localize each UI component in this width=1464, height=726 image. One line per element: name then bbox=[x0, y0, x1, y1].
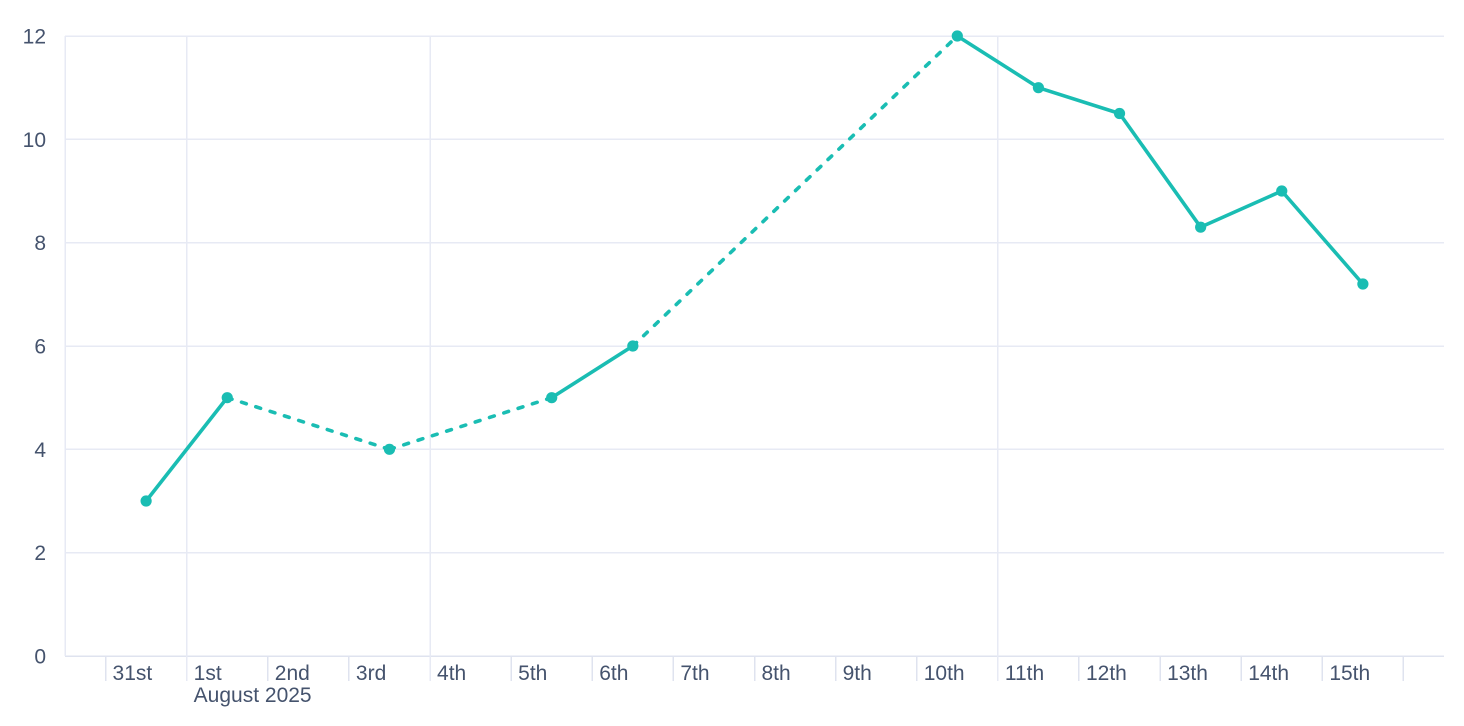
series-line bbox=[144, 34, 1365, 503]
x-axis-label: 14th bbox=[1248, 662, 1289, 685]
line-segment-solid bbox=[1279, 189, 1365, 286]
data-point[interactable] bbox=[1113, 107, 1126, 120]
gridlines bbox=[64, 35, 1444, 681]
y-axis-label: 8 bbox=[34, 232, 46, 255]
data-point[interactable] bbox=[140, 495, 152, 507]
x-axis-label: 2nd bbox=[275, 662, 310, 685]
x-axis-label: 5th bbox=[518, 662, 547, 685]
data-point[interactable] bbox=[951, 30, 963, 42]
x-axis-label: 15th bbox=[1329, 662, 1370, 685]
data-point[interactable] bbox=[1195, 221, 1207, 233]
data-point[interactable] bbox=[383, 443, 396, 455]
line-segment-solid bbox=[1036, 85, 1122, 116]
line-segment-solid bbox=[1117, 111, 1203, 229]
y-axis-label: 4 bbox=[34, 439, 46, 462]
x-axis-label: 7th bbox=[680, 662, 709, 685]
line-segment-solid bbox=[144, 395, 230, 503]
x-axis-label: 6th bbox=[599, 662, 628, 685]
data-point[interactable] bbox=[546, 392, 558, 404]
x-axis-label: 8th bbox=[762, 662, 791, 685]
x-axis-label: 4th bbox=[437, 662, 466, 685]
x-axis-label: 12th bbox=[1086, 662, 1127, 685]
data-point[interactable] bbox=[1357, 278, 1369, 290]
line-segment-solid bbox=[549, 344, 635, 400]
line-segment-dashed bbox=[387, 395, 554, 452]
y-axis-label: 2 bbox=[34, 542, 46, 565]
data-point[interactable] bbox=[1276, 185, 1288, 197]
x-axis-label: 9th bbox=[843, 662, 872, 685]
x-axis-label: 31st bbox=[113, 662, 153, 685]
x-axis-label: 13th bbox=[1167, 662, 1208, 685]
line-segment-solid bbox=[955, 34, 1041, 90]
y-axis-label: 0 bbox=[34, 646, 46, 669]
line-segment-dashed bbox=[631, 34, 960, 348]
x-axis-labels: 31st 1st 2nd 3rd 4th 5th 6th 7th 8th 9th 10th 11th 1… bbox=[113, 662, 1371, 707]
series-points bbox=[140, 30, 1369, 507]
y-axis-label: 10 bbox=[23, 129, 46, 152]
x-axis-label: 10th bbox=[924, 662, 965, 685]
data-point[interactable] bbox=[221, 392, 233, 404]
y-axis-labels: 0 2 4 6 8 10 12 bbox=[23, 26, 47, 669]
x-axis-label: 3rd bbox=[356, 662, 386, 685]
data-point[interactable] bbox=[627, 340, 639, 352]
month-label: August 2025 bbox=[194, 684, 312, 707]
line-segment-solid bbox=[1198, 189, 1284, 229]
x-axis-label: 1st bbox=[194, 662, 222, 685]
x-axis-label: 11th bbox=[1005, 662, 1044, 685]
data-point[interactable] bbox=[1032, 82, 1045, 94]
y-axis-label: 12 bbox=[23, 26, 46, 49]
y-axis-label: 6 bbox=[34, 336, 46, 359]
line-segment-dashed bbox=[225, 395, 392, 452]
x-axis-ticks bbox=[104, 656, 1405, 681]
